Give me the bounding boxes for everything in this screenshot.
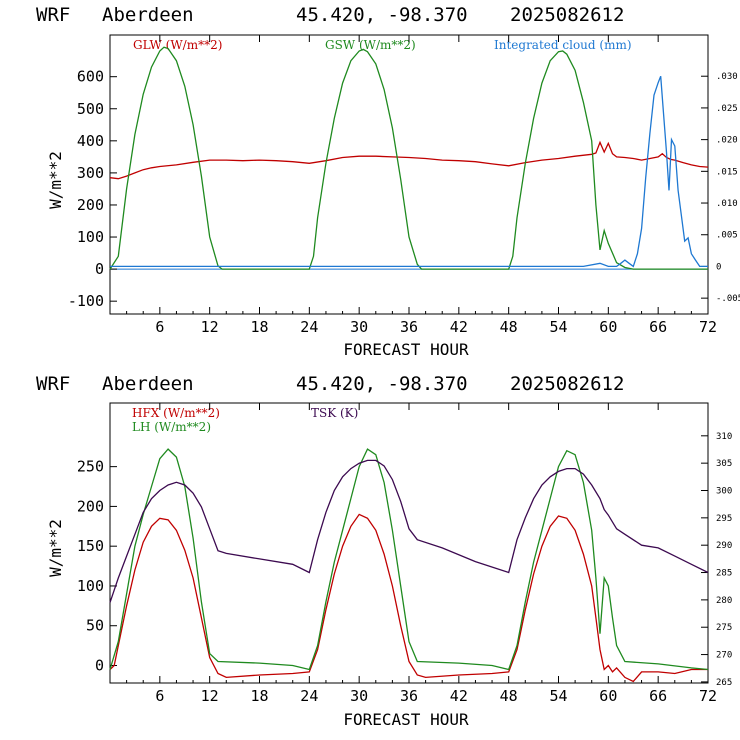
y-tick-label: 100 xyxy=(77,577,104,595)
y2-tick-label: .015 xyxy=(716,167,738,177)
panel2-y2-ticks: 265 270 275 280 285 290 295 300 305 310 xyxy=(701,432,732,688)
x-tick-label: 66 xyxy=(649,687,667,705)
panel2-header-coords: 45.420, -98.370 xyxy=(296,373,468,395)
x-tick-label: 36 xyxy=(400,687,418,705)
x-tick-label: 72 xyxy=(699,687,717,705)
x-tick-label: 18 xyxy=(250,318,268,336)
panel2-header-run: 2025082612 xyxy=(510,373,624,395)
x-tick-label: 42 xyxy=(450,318,468,336)
panel1-header-site: Aberdeen xyxy=(102,4,194,26)
panel1-legend-glw: GLW (W/m**2) xyxy=(133,38,222,52)
panel2-header-model: WRF xyxy=(36,373,70,395)
x-tick-label: 72 xyxy=(699,318,717,336)
panel1-header-model: WRF xyxy=(36,4,70,26)
x-tick-label: 18 xyxy=(250,687,268,705)
panel1-header: WRF Aberdeen 45.420, -98.370 2025082612 xyxy=(36,4,624,26)
x-tick-label: 42 xyxy=(450,687,468,705)
cloud-line xyxy=(110,75,708,268)
y2-tick-label: 275 xyxy=(716,623,732,633)
chart-panel-1: 6 12 18 24 30 36 42 48 54 60 66 72 -100 0 100 200 300 40… xyxy=(46,34,740,359)
panel1-legend-cloud: Integrated cloud (mm) xyxy=(494,38,632,52)
y2-tick-label: .025 xyxy=(716,104,738,114)
tsk-line xyxy=(109,459,709,603)
y-tick-label: 0 xyxy=(95,657,104,675)
x-tick-label: 60 xyxy=(599,687,617,705)
y2-tick-label: -.005 xyxy=(716,294,740,304)
x-tick-label: 6 xyxy=(155,318,164,336)
y2-tick-label: 270 xyxy=(716,651,732,661)
x-tick-label: 54 xyxy=(549,687,567,705)
x-tick-label: 66 xyxy=(649,318,667,336)
x-tick-label: 60 xyxy=(599,318,617,336)
panel1-xlabel: FORECAST HOUR xyxy=(343,340,469,359)
panel1-header-run: 2025082612 xyxy=(510,4,624,26)
x-tick-label: 6 xyxy=(155,687,164,705)
panel2-legend-lh: LH (W/m**2) xyxy=(132,420,211,434)
x-tick-label: 54 xyxy=(549,318,567,336)
panel1-header-coords: 45.420, -98.370 xyxy=(296,4,468,26)
chart-panel-2: 6 12 18 24 30 36 42 48 54 60 66 72 050100150200250 … xyxy=(46,402,732,729)
y2-tick-label: 280 xyxy=(716,596,732,606)
lh-line xyxy=(109,448,709,671)
y2-tick-label: .005 xyxy=(716,231,738,241)
panel1-x-ticks: 6 12 18 24 30 36 42 48 54 60 66 72 xyxy=(126,35,717,336)
panel2-xlabel: FORECAST HOUR xyxy=(343,710,469,729)
gsw-line xyxy=(109,46,708,270)
panel2-x-ticks: 6 12 18 24 30 36 42 48 54 60 66 72 xyxy=(126,403,717,705)
y2-tick-label: 295 xyxy=(716,514,732,524)
y-tick-label: 600 xyxy=(77,68,104,86)
x-tick-label: 24 xyxy=(300,318,318,336)
y-tick-label: 250 xyxy=(77,458,104,476)
panel2-legend-hfx: HFX (W/m**2) xyxy=(132,406,220,420)
x-tick-label: 48 xyxy=(500,687,518,705)
panel2-y-ticks: 0 50 100 150 200 250 xyxy=(77,458,117,675)
y2-tick-label: .020 xyxy=(716,136,738,146)
panel1-y2-ticks: -.005 0 .005 .010 .015 .020 .025 .030 xyxy=(701,72,740,304)
y2-tick-label: 290 xyxy=(716,541,732,551)
panel2-header: WRF Aberdeen 45.420, -98.370 2025082612 xyxy=(36,373,624,395)
y-tick-label: 100 xyxy=(77,228,104,246)
x-tick-label: 36 xyxy=(400,318,418,336)
panel1-legend: GLW (W/m**2) GSW (W/m**2) Integrated clo… xyxy=(133,38,632,52)
panel1-legend-gsw: GSW (W/m**2) xyxy=(325,38,416,52)
y2-tick-label: 310 xyxy=(716,432,732,442)
y-tick-label: 150 xyxy=(77,537,104,555)
panel2-legend-tsk: TSK (K) xyxy=(311,406,358,420)
y2-tick-label: 305 xyxy=(716,459,732,469)
y-tick-label: 50 xyxy=(86,617,104,635)
panel2-header-site: Aberdeen xyxy=(102,373,194,395)
y2-tick-label: .030 xyxy=(716,72,738,82)
y2-tick-label: 265 xyxy=(716,678,732,688)
y-tick-label: 0 xyxy=(95,260,104,278)
panel2-legend: HFX (W/m**2) LH (W/m**2) TSK (K) xyxy=(132,406,358,434)
x-tick-label: 24 xyxy=(300,687,318,705)
y-tick-label: -100 xyxy=(68,292,104,310)
x-tick-label: 12 xyxy=(201,318,219,336)
x-tick-label: 48 xyxy=(500,318,518,336)
panel1-frame xyxy=(109,34,709,315)
panel2-ylabel: W/m**2 xyxy=(46,519,65,577)
y-tick-label: 400 xyxy=(77,132,104,150)
panel1-y-ticks: -100 0 100 200 300 400 500 600 xyxy=(68,68,117,310)
x-tick-label: 30 xyxy=(350,318,368,336)
x-tick-label: 12 xyxy=(201,687,219,705)
y-tick-label: 200 xyxy=(77,497,104,515)
y2-tick-label: .010 xyxy=(716,199,738,209)
hfx-line xyxy=(109,513,708,683)
x-tick-label: 30 xyxy=(350,687,368,705)
y-tick-label: 500 xyxy=(77,100,104,118)
panel1-ylabel: W/m**2 xyxy=(46,151,65,209)
y-tick-label: 300 xyxy=(77,164,104,182)
y2-tick-label: 285 xyxy=(716,569,732,579)
y-tick-label: 200 xyxy=(77,196,104,214)
y2-tick-label: 300 xyxy=(716,487,732,497)
glw-line xyxy=(109,140,709,180)
y2-tick-label: 0 xyxy=(716,262,721,272)
